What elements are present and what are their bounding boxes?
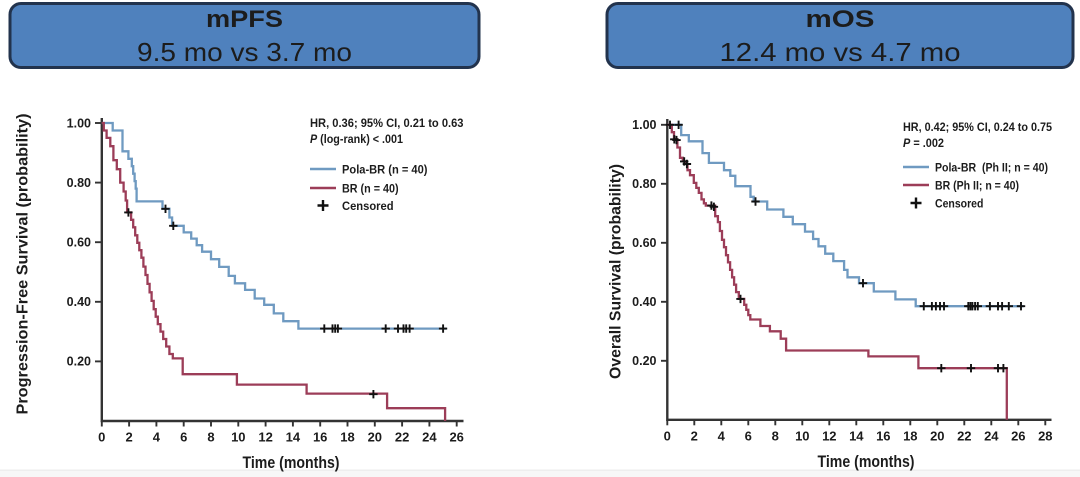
svg-text:Progression-Free Survival (pro: Progression-Free Survival (probability) [15, 114, 32, 415]
svg-text:12: 12 [258, 430, 272, 445]
svg-text:20: 20 [368, 430, 382, 445]
svg-text:0.40: 0.40 [632, 295, 656, 309]
svg-text:26: 26 [449, 430, 463, 445]
svg-text:1.00: 1.00 [67, 116, 91, 130]
svg-text:14: 14 [286, 430, 301, 445]
svg-text:Time (months): Time (months) [243, 454, 340, 472]
svg-text:16: 16 [876, 429, 890, 444]
svg-text:Pola-BR (Ph II; n = 40): Pola-BR (Ph II; n = 40) [935, 160, 1048, 174]
svg-text:12.4 mo vs 4.7 mo: 12.4 mo vs 4.7 mo [720, 37, 961, 67]
svg-text:6: 6 [745, 429, 752, 444]
svg-text:0.20: 0.20 [67, 355, 91, 369]
svg-text:16: 16 [313, 430, 327, 445]
svg-text:24: 24 [984, 429, 999, 444]
svg-text:BR (n = 40): BR (n = 40) [342, 181, 399, 195]
svg-text:mOS: mOS [806, 6, 875, 33]
svg-text:4: 4 [718, 429, 726, 444]
svg-text:8: 8 [772, 429, 779, 444]
svg-text:22: 22 [957, 429, 971, 444]
svg-text:10: 10 [231, 430, 245, 445]
svg-text:0: 0 [98, 430, 105, 445]
svg-text:0.80: 0.80 [67, 176, 91, 190]
svg-text:12: 12 [822, 429, 836, 444]
svg-text:0.60: 0.60 [67, 236, 91, 250]
svg-text:P (log-rank) < .001: P (log-rank) < .001 [310, 132, 403, 146]
svg-text:18: 18 [903, 429, 917, 444]
svg-text:2: 2 [125, 430, 132, 445]
svg-text:9.5 mo vs 3.7 mo: 9.5 mo vs 3.7 mo [137, 37, 352, 67]
svg-text:8: 8 [207, 430, 214, 445]
svg-text:4: 4 [153, 430, 161, 445]
svg-text:P = .002: P = .002 [903, 136, 944, 150]
svg-text:14: 14 [849, 429, 864, 444]
svg-text:2: 2 [691, 429, 698, 444]
svg-text:0.80: 0.80 [632, 177, 656, 191]
svg-text:28: 28 [1038, 429, 1052, 444]
svg-text:Censored: Censored [342, 199, 394, 213]
svg-text:6: 6 [180, 430, 187, 445]
svg-text:mPFS: mPFS [206, 6, 283, 33]
svg-text:0.20: 0.20 [632, 354, 656, 368]
svg-text:24: 24 [422, 430, 437, 445]
svg-text:20: 20 [930, 429, 944, 444]
svg-text:Time (months): Time (months) [818, 453, 915, 471]
svg-text:22: 22 [395, 430, 409, 445]
svg-text:10: 10 [795, 429, 809, 444]
svg-text:Censored: Censored [935, 196, 983, 210]
svg-text:BR (Ph II; n = 40): BR (Ph II; n = 40) [935, 178, 1019, 192]
svg-text:26: 26 [1011, 429, 1025, 444]
svg-text:0.60: 0.60 [632, 236, 656, 250]
svg-text:0.40: 0.40 [67, 295, 91, 309]
svg-text:0: 0 [664, 429, 671, 444]
svg-text:Overall Survival (probability): Overall Survival (probability) [608, 164, 625, 379]
svg-text:1.00: 1.00 [632, 118, 656, 132]
svg-text:HR, 0.36; 95% CI, 0.21 to 0.63: HR, 0.36; 95% CI, 0.21 to 0.63 [310, 116, 464, 130]
svg-text:18: 18 [340, 430, 354, 445]
svg-text:HR, 0.42; 95% CI, 0.24 to 0.75: HR, 0.42; 95% CI, 0.24 to 0.75 [903, 120, 1052, 134]
svg-text:Pola-BR (n = 40): Pola-BR (n = 40) [342, 162, 428, 176]
